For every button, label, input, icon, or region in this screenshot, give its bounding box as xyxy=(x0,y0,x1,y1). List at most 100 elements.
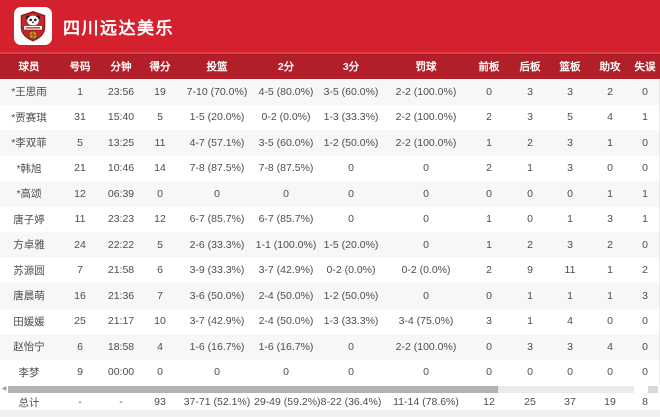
field-goals: 3-6 (50.0%) xyxy=(189,289,245,302)
assists: 0 xyxy=(607,366,613,379)
player-row[interactable]: *贾赛琪 31 15:40 5 1-5 (20.0%) 0-2 (0.0%) 1… xyxy=(0,104,659,130)
field-goals: 4-7 (57.1%) xyxy=(189,136,245,149)
two-pointers: 1-1 (100.0%) xyxy=(255,238,317,251)
jersey-number: 31 xyxy=(74,111,86,124)
scroll-left-arrow-icon[interactable]: ◀ xyxy=(1,386,7,392)
player-row[interactable]: 方卓雅 24 22:22 5 2-6 (33.3%) 1-1 (100.0%) … xyxy=(0,232,659,258)
three-pointers: 1-3 (33.3%) xyxy=(323,315,379,328)
totals-offensive-rebounds: 12 xyxy=(483,396,495,408)
player-name[interactable]: *贾赛琪 xyxy=(11,111,47,124)
scrollbar-track[interactable] xyxy=(8,386,634,393)
assists: 0 xyxy=(607,315,613,328)
minutes: 10:46 xyxy=(107,162,135,175)
offensive-rebounds: 2 xyxy=(486,111,492,124)
total-rebounds: 0 xyxy=(567,366,573,379)
player-name[interactable]: *王思雨 xyxy=(11,86,47,99)
page-title: 四川远达美乐 xyxy=(63,18,174,38)
two-pointers: 3-5 (60.0%) xyxy=(258,136,314,149)
player-row[interactable]: *李双菲 5 13:25 11 4-7 (57.1%) 3-5 (60.0%) … xyxy=(0,130,659,156)
totals-turnovers: 8 xyxy=(642,396,648,408)
total-rebounds: 0 xyxy=(567,187,573,200)
jersey-number: 16 xyxy=(74,289,86,302)
player-row[interactable]: 唐子婷 11 23:23 12 6-7 (85.7%) 6-7 (85.7%) … xyxy=(0,206,659,232)
team-logo-icon xyxy=(14,7,52,45)
turnovers: 3 xyxy=(642,289,648,302)
jersey-number: 21 xyxy=(74,162,86,175)
player-row[interactable]: 田媛媛 25 21:17 10 3-7 (42.9%) 2-4 (50.0%) … xyxy=(0,308,659,334)
two-pointers: 7-8 (87.5%) xyxy=(258,162,314,175)
column-header: 3分 xyxy=(342,61,360,73)
points: 14 xyxy=(154,162,166,175)
player-row[interactable]: 赵怡宁 6 18:58 4 1-6 (16.7%) 1-6 (16.7%) 0 … xyxy=(0,334,659,360)
turnovers: 0 xyxy=(642,340,648,353)
player-name[interactable]: 苏源圆 xyxy=(13,264,45,277)
field-goals: 7-8 (87.5%) xyxy=(189,162,245,175)
minutes: 23:56 xyxy=(107,85,135,98)
minutes: 21:58 xyxy=(107,264,135,277)
three-pointers: 0 xyxy=(348,366,354,379)
points: 0 xyxy=(157,366,163,379)
three-pointers: 0 xyxy=(348,162,354,175)
three-pointers: 1-2 (50.0%) xyxy=(323,289,379,302)
field-goals: 2-6 (33.3%) xyxy=(189,238,245,251)
assists: 0 xyxy=(607,162,613,175)
total-rebounds: 3 xyxy=(567,238,573,251)
column-header: 得分 xyxy=(149,61,171,73)
two-pointers: 2-4 (50.0%) xyxy=(258,315,314,328)
total-rebounds: 4 xyxy=(567,315,573,328)
column-header: 投篮 xyxy=(206,61,228,73)
player-row[interactable]: *韩旭 21 10:46 14 7-8 (87.5%) 7-8 (87.5%) … xyxy=(0,155,659,181)
stats-table-header: 球员 号码 分钟 得分 投篮 2分 3分 罚球 前板 后板 篮板 助攻 失误 xyxy=(0,52,660,79)
player-row[interactable]: 苏源圆 7 21:58 6 3-9 (33.3%) 3-7 (42.9%) 0-… xyxy=(0,257,659,283)
points: 5 xyxy=(157,111,163,124)
total-rebounds: 3 xyxy=(567,136,573,149)
horizontal-scrollbar[interactable]: ◀ xyxy=(0,385,660,394)
field-goals: 0 xyxy=(214,366,220,379)
player-row[interactable]: 唐晨萌 16 21:36 7 3-6 (50.0%) 2-4 (50.0%) 1… xyxy=(0,283,659,309)
free-throws: 2-2 (100.0%) xyxy=(395,340,457,353)
player-name[interactable]: 田媛媛 xyxy=(13,315,45,328)
minutes: 15:40 xyxy=(107,111,135,124)
minutes: 18:58 xyxy=(107,340,135,353)
player-name[interactable]: 唐子婷 xyxy=(13,213,45,226)
player-name[interactable]: *韩旭 xyxy=(16,162,42,175)
total-rebounds: 1 xyxy=(567,213,573,226)
player-name[interactable]: 赵怡宁 xyxy=(13,341,45,354)
defensive-rebounds: 0 xyxy=(527,213,533,226)
offensive-rebounds: 0 xyxy=(486,340,492,353)
defensive-rebounds: 9 xyxy=(527,264,533,277)
three-pointers: 0 xyxy=(348,187,354,200)
turnovers: 1 xyxy=(642,187,648,200)
offensive-rebounds: 3 xyxy=(486,315,492,328)
three-pointers: 1-3 (33.3%) xyxy=(323,111,379,124)
team-header: 四川远达美乐 xyxy=(0,0,660,52)
turnovers: 0 xyxy=(642,366,648,379)
two-pointers: 0 xyxy=(283,366,289,379)
points: 10 xyxy=(154,315,166,328)
offensive-rebounds: 1 xyxy=(486,238,492,251)
column-header: 助攻 xyxy=(599,61,621,73)
minutes: 21:17 xyxy=(107,315,135,328)
player-name[interactable]: 方卓雅 xyxy=(13,239,45,252)
player-row[interactable]: *王思雨 1 23:56 19 7-10 (70.0%) 4-5 (80.0%)… xyxy=(0,79,659,105)
two-pointers: 4-5 (80.0%) xyxy=(258,85,314,98)
field-goals: 1-5 (20.0%) xyxy=(189,111,245,124)
player-row[interactable]: *高颂 12 06:39 0 0 0 0 0 0 0 0 1 1 xyxy=(0,181,659,207)
scrollbar-thumb[interactable] xyxy=(8,386,498,393)
points: 12 xyxy=(154,213,166,226)
points: 5 xyxy=(157,238,163,251)
totals-total-rebounds: 37 xyxy=(564,396,576,408)
player-name[interactable]: *李双菲 xyxy=(11,137,47,150)
player-name[interactable]: 李梦 xyxy=(18,366,40,379)
totals-two-pointers: 29-49 (59.2%) xyxy=(254,396,321,408)
player-name[interactable]: *高颂 xyxy=(16,188,42,201)
totals-field-goals: 37-71 (52.1%) xyxy=(183,396,251,408)
player-row[interactable]: 李梦 9 00:00 0 0 0 0 0 0 0 0 0 0 xyxy=(0,359,659,385)
assists: 4 xyxy=(607,111,613,124)
two-pointers: 0-2 (0.0%) xyxy=(261,111,311,124)
jersey-number: 24 xyxy=(74,238,86,251)
turnovers: 0 xyxy=(642,238,648,251)
two-pointers: 2-4 (50.0%) xyxy=(258,289,314,302)
player-name[interactable]: 唐晨萌 xyxy=(13,290,45,303)
free-throws: 0-2 (0.0%) xyxy=(401,264,451,277)
